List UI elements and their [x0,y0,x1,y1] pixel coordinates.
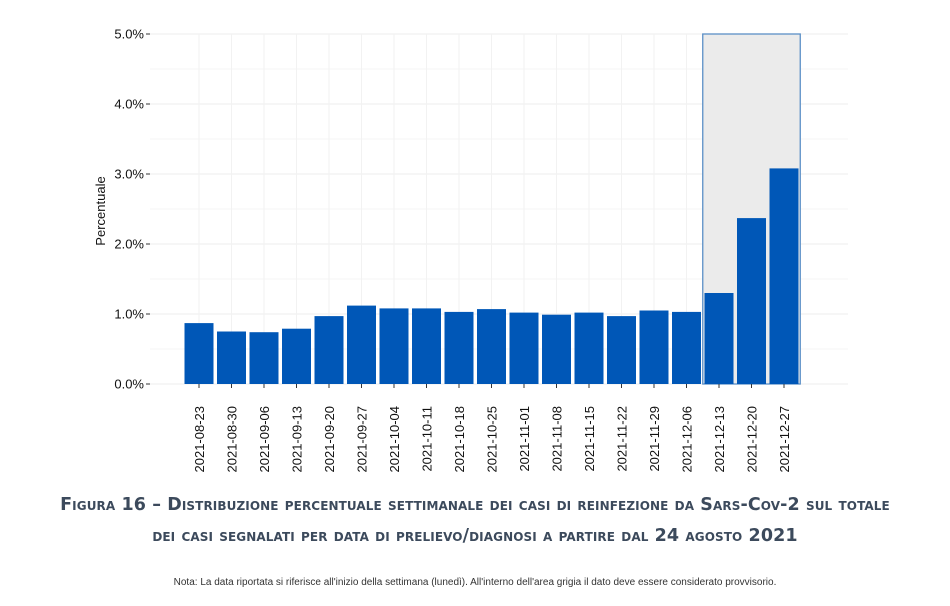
bar [542,314,571,384]
bar [704,293,734,384]
bar [347,305,376,384]
bar [737,218,766,384]
chart-canvas: 0.0%1.0%2.0%3.0%4.0%5.0% 2021-08-23 2021-… [93,27,848,473]
x-tick-label: 2021-08-23 [192,406,207,473]
x-tick-label: 2021-09-20 [322,406,337,473]
y-axis: 0.0% 1.0% 2.0% 3.0% 4.0% 5.0% [114,27,150,392]
y-tick-label: 0.0% [114,377,144,392]
x-tick-label: 2021-10-11 [420,406,435,472]
y-tick-label: 5.0% [114,27,144,42]
x-tick-label: 2021-11-22 [615,406,630,472]
y-tick-label: 2.0% [114,237,144,252]
bar [639,310,669,384]
x-tick-label: 2021-09-27 [355,406,370,473]
bar [477,309,506,384]
x-axis: 2021-08-23 2021-08-30 2021-09-06 2021-09-13… [192,384,792,473]
bar [282,328,311,384]
x-tick-label: 2021-11-29 [647,406,662,472]
x-tick-label: 2021-12-13 [712,406,727,473]
x-tick-label: 2021-09-06 [257,406,272,473]
bar [249,332,279,384]
x-tick-label: 2021-11-01 [517,406,532,472]
x-tick-label: 2021-12-27 [777,406,792,473]
bar [574,312,604,384]
x-tick-label: 2021-09-13 [290,406,305,473]
bar [314,316,344,384]
x-tick-label: 2021-12-20 [745,406,760,473]
bar [184,323,214,384]
bar [769,168,799,384]
x-tick-label: 2021-10-25 [485,406,500,473]
x-tick-label: 2021-11-08 [550,406,565,472]
x-tick-label: 2021-11-15 [582,406,597,472]
y-axis-label: Percentuale [93,176,108,245]
y-tick-label: 1.0% [114,307,144,322]
y-tick-label: 3.0% [114,167,144,182]
bar [509,312,539,384]
bar [412,308,441,384]
figure-caption: Figura 16 – Distribuzione percentuale se… [60,495,890,546]
x-tick-label: 2021-10-18 [452,406,467,473]
bar [672,311,701,384]
bar [217,331,246,384]
bar [607,316,636,384]
bars [184,168,799,384]
bar [444,311,474,384]
figure-note: Nota: La data riportata si riferisce all… [173,577,777,588]
x-tick-label: 2021-10-04 [387,406,402,473]
bar [379,308,409,384]
y-tick-label: 4.0% [114,97,144,112]
bar-chart: 0.0% 1.0% 2.0% 3.0% 4.0% 5.0% 2021-08-23 2021-… [93,27,848,473]
x-tick-label: 2021-08-30 [225,406,240,473]
x-tick-label: 2021-12-06 [680,406,695,473]
